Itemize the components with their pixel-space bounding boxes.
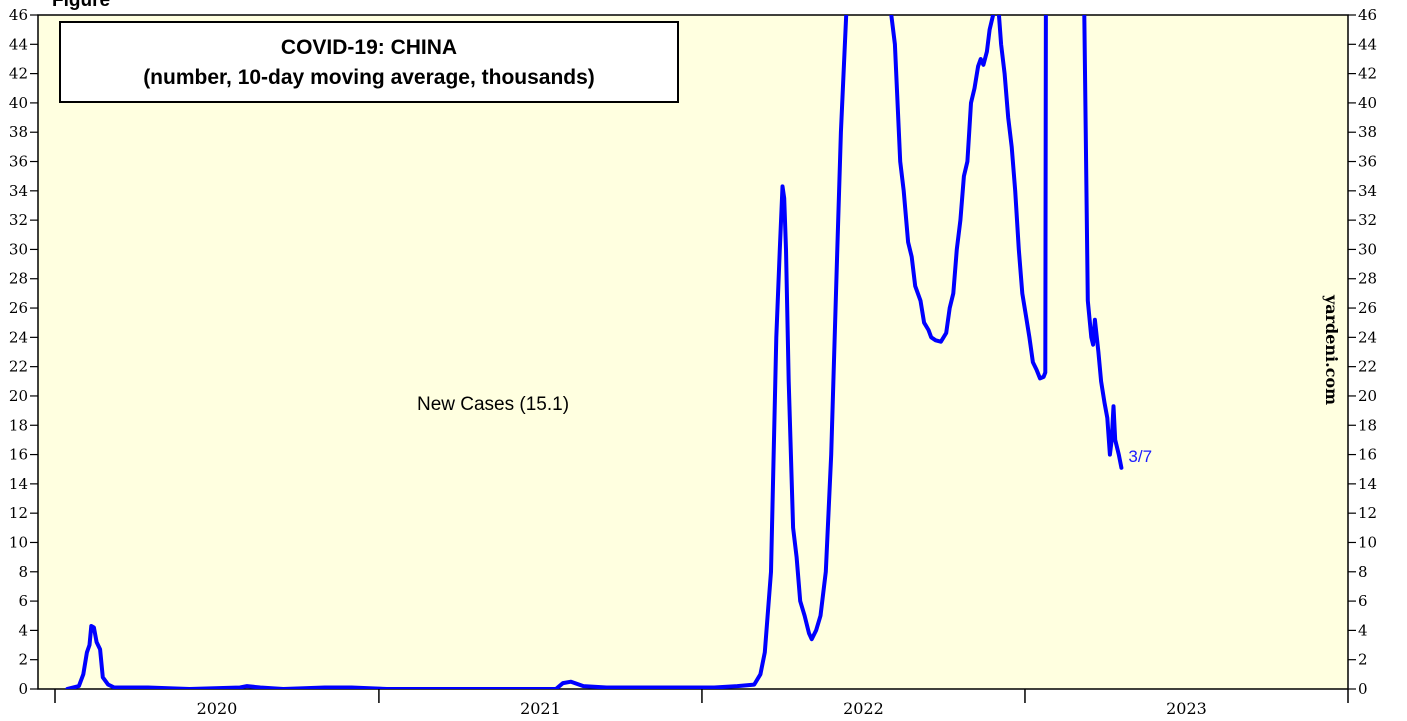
right-y-tick-label: 36	[1358, 153, 1377, 171]
left-y-tick-label: 44	[9, 35, 28, 53]
right-y-tick-label: 28	[1358, 270, 1377, 288]
x-tick-label: 2022	[843, 699, 884, 718]
right-y-tick-label: 24	[1358, 328, 1377, 346]
right-y-tick-label: 12	[1358, 504, 1377, 522]
left-y-tick-label: 0	[18, 680, 28, 698]
right-y-tick-label: 46	[1358, 6, 1377, 24]
title-box: COVID-19: CHINA (number, 10-day moving a…	[59, 21, 679, 103]
right-y-tick-label: 10	[1358, 533, 1377, 551]
right-y-tick-label: 42	[1358, 65, 1377, 83]
right-y-tick-label: 0	[1358, 680, 1368, 698]
new-cases-line	[65, 15, 1124, 689]
left-y-tick-label: 30	[9, 240, 28, 258]
left-y-tick-label: 16	[9, 446, 28, 464]
x-axis: 2020 2021 2022 2023	[54, 689, 1349, 718]
right-y-tick-label: 18	[1358, 416, 1377, 434]
left-y-tick-label: 40	[9, 94, 28, 112]
right-y-tick-label: 26	[1358, 299, 1377, 317]
left-y-tick-label: 46	[9, 6, 28, 24]
right-y-tick-label: 44	[1358, 35, 1377, 53]
right-y-tick-label: 38	[1358, 123, 1377, 141]
chart-title: COVID-19: CHINA	[281, 36, 457, 59]
right-y-tick-label: 32	[1358, 211, 1377, 229]
left-y-tick-label: 22	[9, 358, 28, 376]
right-y-tick-label: 8	[1358, 563, 1368, 581]
left-y-tick-label: 36	[9, 153, 28, 171]
title-box-frame	[59, 21, 679, 103]
left-y-tick-label: 28	[9, 270, 28, 288]
right-y-tick-label: 6	[1358, 592, 1368, 610]
left-y-tick-label: 8	[18, 563, 28, 581]
left-y-tick-label: 4	[18, 621, 28, 639]
left-y-axis: 0246810121416182022242628303234363840424…	[9, 6, 38, 698]
left-y-tick-label: 12	[9, 504, 28, 522]
left-y-tick-label: 18	[9, 416, 28, 434]
right-y-tick-label: 14	[1358, 475, 1377, 493]
left-y-tick-label: 26	[9, 299, 28, 317]
left-y-tick-label: 38	[9, 123, 28, 141]
right-y-tick-label: 22	[1358, 358, 1377, 376]
left-y-tick-label: 42	[9, 65, 28, 83]
series-end-label: 3/7	[1128, 447, 1152, 466]
plot-area	[37, 14, 1349, 690]
x-tick-label: 2020	[197, 699, 238, 718]
right-y-tick-label: 20	[1358, 387, 1377, 405]
left-y-tick-label: 2	[18, 651, 28, 669]
left-y-tick-label: 32	[9, 211, 28, 229]
left-y-tick-label: 10	[9, 533, 28, 551]
series-label: New Cases (15.1)	[417, 394, 569, 415]
x-tick-label: 2021	[520, 699, 561, 718]
right-y-tick-label: 4	[1358, 621, 1368, 639]
partial-figure-label: Figure	[52, 0, 110, 11]
right-y-tick-label: 16	[1358, 446, 1377, 464]
chart-subtitle: (number, 10-day moving average, thousand…	[143, 66, 595, 89]
left-y-tick-label: 24	[9, 328, 28, 346]
right-y-tick-label: 34	[1358, 182, 1377, 200]
watermark: yardeni.com	[1322, 294, 1341, 405]
x-tick-label: 2023	[1166, 699, 1207, 718]
left-y-tick-label: 20	[9, 387, 28, 405]
right-y-tick-label: 40	[1358, 94, 1377, 112]
left-y-tick-label: 14	[9, 475, 28, 493]
right-y-tick-label: 30	[1358, 240, 1377, 258]
left-y-tick-label: 34	[9, 182, 28, 200]
right-y-axis: 0246810121416182022242628303234363840424…	[1348, 6, 1377, 698]
left-y-tick-label: 6	[18, 592, 28, 610]
right-y-tick-label: 2	[1358, 651, 1368, 669]
